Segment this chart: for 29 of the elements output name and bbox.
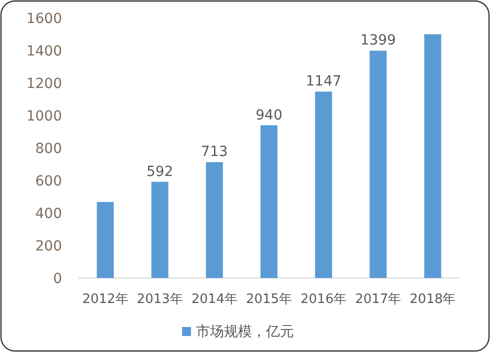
y-tick-label: 1400 <box>26 44 62 60</box>
bar <box>424 34 442 278</box>
data-label: 940 <box>256 107 282 124</box>
y-tick-label: 1000 <box>26 108 62 124</box>
bar <box>260 125 278 278</box>
y-tick-label: 200 <box>35 238 62 254</box>
x-tick-label: 2018年 <box>410 292 456 307</box>
bar <box>370 50 387 278</box>
bar <box>151 182 168 278</box>
data-label: 592 <box>146 164 174 180</box>
data-label: 1399 <box>360 32 396 49</box>
y-tick-label: 600 <box>35 174 62 190</box>
bar <box>206 162 223 278</box>
x-tick-label: 2017年 <box>355 292 402 307</box>
x-tick-label: 2013年 <box>136 292 183 307</box>
data-label: 1147 <box>306 74 342 90</box>
x-tick-label: 2015年 <box>246 292 292 307</box>
x-tick-label: 2012年 <box>82 292 128 307</box>
y-tick-label: 1200 <box>26 76 62 92</box>
bar <box>315 92 332 278</box>
y-tick-label: 800 <box>35 141 62 157</box>
y-tick-label: 400 <box>35 206 62 222</box>
data-label: 713 <box>201 144 228 160</box>
y-tick-label: 0 <box>53 271 62 287</box>
bar <box>96 202 114 278</box>
legend: 市场规模，亿元 <box>182 324 294 340</box>
y-tick-label: 1600 <box>26 11 62 27</box>
x-tick-label: 2014年 <box>191 292 238 307</box>
x-tick-label: 2016年 <box>300 292 347 307</box>
